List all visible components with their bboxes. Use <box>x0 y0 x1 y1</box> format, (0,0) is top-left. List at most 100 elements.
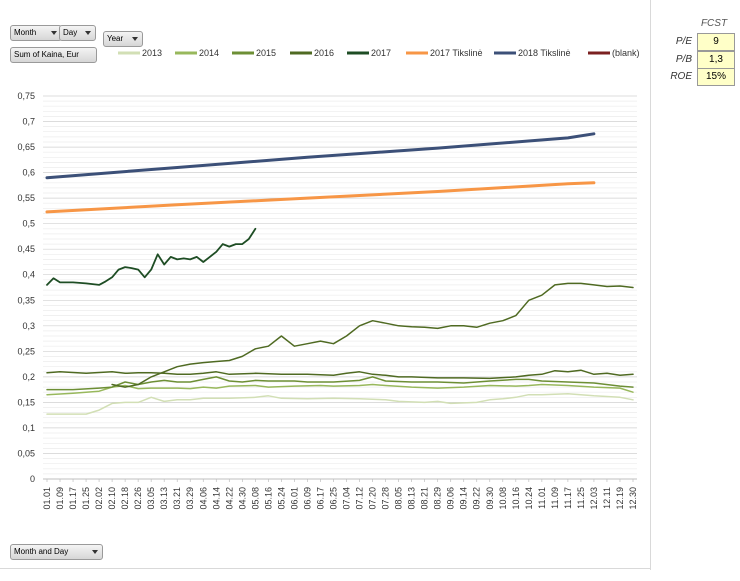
chart-border <box>650 0 651 570</box>
y-tick-label: 0,25 <box>17 346 35 356</box>
x-tick-label: 07.04 <box>342 487 352 510</box>
series-line-2017-tikslin- <box>45 181 596 214</box>
series-line-2016 <box>46 369 634 380</box>
x-tick-label: 02.26 <box>133 487 143 510</box>
x-tick-label: 10.08 <box>498 487 508 510</box>
x-tick-label: 10.16 <box>511 487 521 510</box>
y-tick-label: 0,45 <box>17 244 35 254</box>
y-tick-label: 0,5 <box>22 219 35 229</box>
fcst-label-pb: P/B <box>675 54 692 65</box>
x-tick-label: 03.29 <box>185 487 195 510</box>
x-tick-label: 02.02 <box>94 487 104 510</box>
axis-field-button[interactable]: Month and Day <box>10 544 103 560</box>
series-line-2016b <box>111 282 634 388</box>
series-line-2018-tikslin- <box>45 132 596 180</box>
chart-border <box>0 568 651 569</box>
gridlines <box>43 95 637 480</box>
x-tick-label: 03.21 <box>172 487 182 510</box>
x-tick-label: 03.05 <box>146 487 156 510</box>
y-tick-label: 0,75 <box>17 91 35 101</box>
x-tick-label: 12.11 <box>602 487 612 509</box>
x-tick-label: 02.18 <box>120 487 130 510</box>
y-axis: 0 0,05 0,1 0,15 0,2 0,25 0,3 0,35 0,4 0,45 0,5 0,55… <box>17 91 35 484</box>
y-tick-label: 0,4 <box>22 270 35 280</box>
y-tick-label: 0,05 <box>17 449 35 459</box>
x-tick-label: 01.09 <box>55 487 65 510</box>
values-field-label: Sum of Kaina, Eur <box>14 50 79 59</box>
fcst-value-pb[interactable]: 1,3 <box>697 51 735 69</box>
x-tick-label: 01.17 <box>68 487 78 510</box>
legend-label: 2017 <box>371 48 391 58</box>
y-tick-label: 0,2 <box>22 372 35 382</box>
series-line-2015 <box>46 376 634 391</box>
x-tick-label: 09.06 <box>446 487 456 510</box>
year-field-label: Year <box>107 34 124 43</box>
x-tick-label: 11.09 <box>550 487 560 509</box>
x-tick-label: 09.22 <box>472 487 482 510</box>
y-tick-label: 0,3 <box>22 321 35 331</box>
x-tick-label: 11.17 <box>563 487 573 509</box>
x-tick-label: 08.29 <box>433 487 443 510</box>
x-tick-label: 06.09 <box>302 487 312 510</box>
x-tick-label: 12.03 <box>589 487 599 510</box>
x-tick-label: 04.22 <box>224 487 234 510</box>
x-tick-label: 08.13 <box>407 487 417 510</box>
y-tick-label: 0,1 <box>22 423 35 433</box>
x-tick-label: 09.30 <box>485 487 495 510</box>
fcst-label-pe: P/E <box>675 36 692 47</box>
y-tick-label: 0,15 <box>17 397 35 407</box>
month-field-label: Month <box>14 28 37 37</box>
legend-label: 2016 <box>314 48 334 58</box>
year-field-button[interactable]: Year <box>103 31 143 47</box>
series-line-2014 <box>46 383 634 396</box>
legend-label: 2014 <box>199 48 219 58</box>
dropdown-arrow-icon <box>85 31 91 35</box>
day-field-button[interactable]: Day <box>59 25 96 41</box>
legend: 2013 2014 2015 2016 2017 2017 Tikslinė 2018 Ti… <box>118 48 640 58</box>
legend-label: 2013 <box>142 48 162 58</box>
x-tick-label: 03.13 <box>159 487 169 510</box>
x-axis: 01.01 01.09 01.17 01.25 02.02 02.10 02.18 02.26… <box>42 479 638 510</box>
x-tick-label: 05.24 <box>276 487 286 510</box>
x-tick-label: 01.25 <box>81 487 91 510</box>
values-field-button[interactable]: Sum of Kaina, Eur <box>10 47 97 63</box>
legend-label: 2017 Tikslinė <box>430 48 483 58</box>
y-tick-label: 0,65 <box>17 142 35 152</box>
series-lines <box>45 132 634 415</box>
x-tick-label: 10.24 <box>524 487 534 510</box>
y-tick-label: 0 <box>30 474 35 484</box>
x-tick-label: 06.01 <box>289 487 299 510</box>
y-tick-label: 0,7 <box>22 117 35 127</box>
legend-label: 2018 Tikslinė <box>518 48 571 58</box>
y-tick-label: 0,35 <box>17 295 35 305</box>
dropdown-arrow-icon <box>92 550 98 554</box>
x-tick-label: 06.17 <box>316 487 326 510</box>
fcst-label-roe: ROE <box>670 71 692 82</box>
x-tick-label: 01.01 <box>42 487 52 510</box>
x-tick-label: 05.08 <box>250 487 260 510</box>
x-tick-label: 04.14 <box>211 487 221 510</box>
x-tick-label: 12.19 <box>615 487 625 510</box>
legend-label: (blank) <box>612 48 640 58</box>
line-chart: 0 0,05 0,1 0,15 0,2 0,25 0,3 0,35 0,4 0,45 0,5 0,55… <box>17 48 640 510</box>
x-tick-label: 07.20 <box>368 487 378 510</box>
x-tick-label: 08.21 <box>420 487 430 510</box>
x-tick-label: 07.12 <box>355 487 365 510</box>
legend-label: 2015 <box>256 48 276 58</box>
x-tick-label: 12.30 <box>628 487 638 510</box>
fcst-value-pe[interactable]: 9 <box>697 33 735 51</box>
y-tick-label: 0,6 <box>22 168 35 178</box>
series-line-2017 <box>46 227 257 286</box>
fcst-value-roe[interactable]: 15% <box>697 68 735 86</box>
x-tick-label: 04.06 <box>198 487 208 510</box>
x-tick-label: 11.01 <box>537 487 547 509</box>
day-field-label: Day <box>63 28 78 37</box>
x-tick-label: 08.05 <box>394 487 404 510</box>
x-tick-label: 04.30 <box>237 487 247 510</box>
x-tick-label: 09.14 <box>459 487 469 510</box>
x-tick-label: 07.28 <box>381 487 391 510</box>
x-tick-label: 02.10 <box>107 487 117 510</box>
y-tick-label: 0,55 <box>17 193 35 203</box>
series-line-2013 <box>46 392 634 415</box>
x-tick-label: 05.16 <box>263 487 273 510</box>
